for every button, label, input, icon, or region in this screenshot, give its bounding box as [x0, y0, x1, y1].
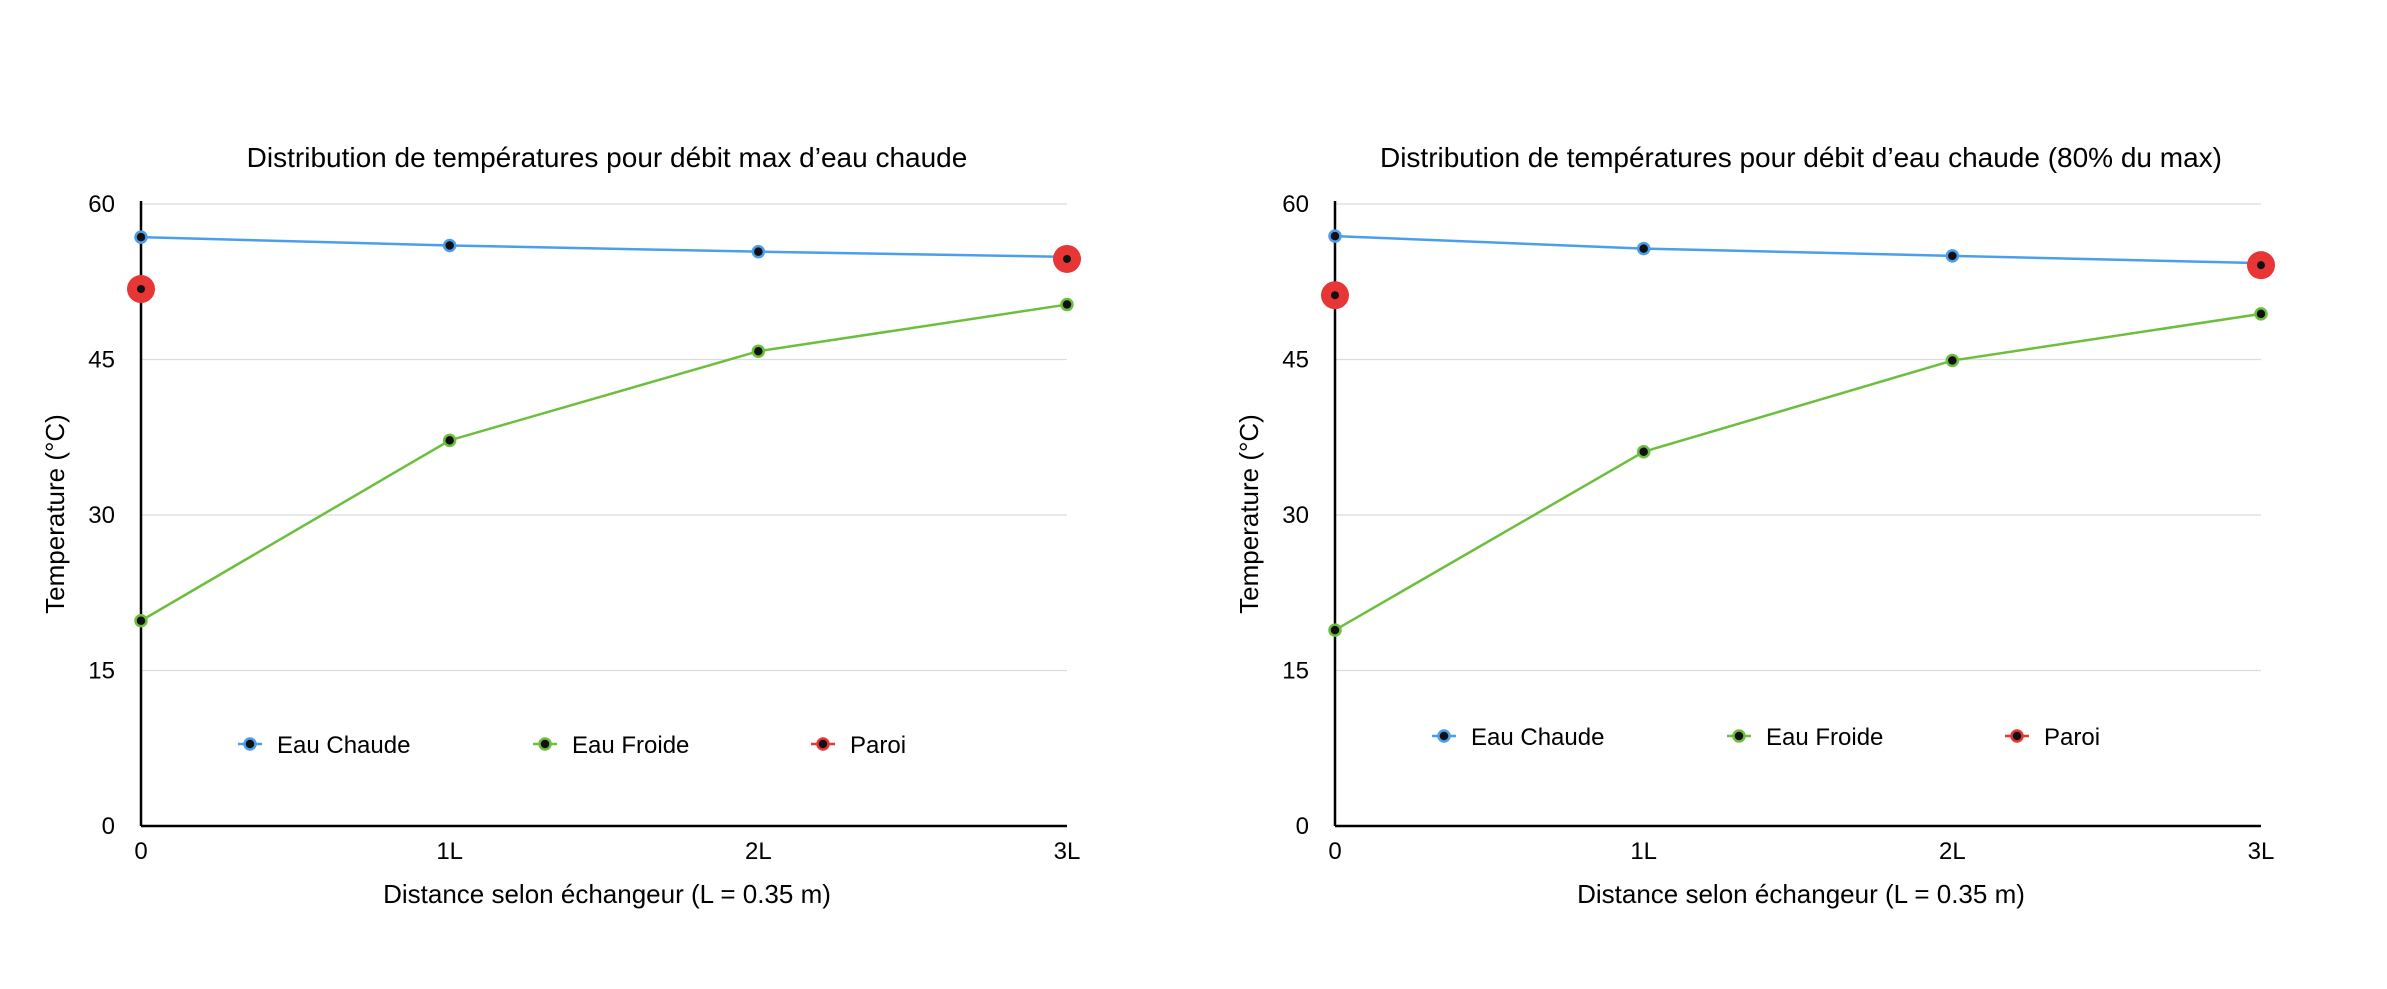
data-point — [1945, 249, 1960, 263]
data-point — [1060, 297, 1074, 312]
data-point — [1945, 353, 1960, 368]
x-axis-title: Distance selon échangeur (L = 0.35 m) — [1577, 879, 2025, 909]
x-tick-label: 1L — [436, 838, 463, 865]
y-tick-label: 15 — [88, 658, 115, 685]
data-point — [442, 433, 457, 448]
x-tick-label: 2L — [1939, 838, 1966, 865]
y-tick-label: 30 — [1282, 502, 1309, 529]
chart-80-percent-flow: Distribution de températures pour débit … — [1194, 0, 2387, 989]
legend-label: Eau Chaude — [1471, 724, 1604, 751]
legend-swatch-marker — [2010, 729, 2024, 743]
y-axis-title: Temperature (°C) — [1234, 414, 1264, 614]
series-line — [140, 303, 1068, 622]
legend-swatch-marker — [1732, 729, 1746, 743]
data-point — [1636, 241, 1651, 256]
chart-title: Distribution de températures pour débit … — [247, 142, 968, 173]
chart-svg-0: Distribution de températures pour débit … — [40, 142, 1081, 909]
y-tick-label: 45 — [88, 347, 115, 374]
data-point — [751, 344, 766, 358]
series-line — [1334, 312, 2262, 632]
y-tick-label: 45 — [1282, 347, 1309, 374]
x-tick-label: 0 — [1328, 838, 1341, 865]
legend-swatch-marker — [816, 737, 830, 751]
data-point — [134, 613, 148, 628]
chart-max-flow: Distribution de températures pour débit … — [0, 0, 1193, 989]
legend-label: Paroi — [2044, 724, 2100, 751]
legend-label: Eau Froide — [1766, 724, 1883, 751]
series-line — [1334, 234, 2262, 265]
data-point-center — [2257, 261, 2265, 270]
data-point — [442, 238, 457, 253]
series-line — [140, 235, 1068, 259]
data-point — [1636, 445, 1651, 459]
data-point — [134, 230, 148, 244]
data-point-center — [137, 285, 145, 294]
data-point-center — [1331, 291, 1339, 300]
chart-svg-1: Distribution de températures pour débit … — [1234, 142, 2275, 909]
legend-label: Paroi — [850, 732, 906, 759]
legend-swatch-marker — [243, 737, 257, 751]
legend-label: Eau Froide — [572, 732, 689, 759]
x-axis-title: Distance selon échangeur (L = 0.35 m) — [383, 879, 831, 909]
y-tick-label: 60 — [88, 191, 115, 218]
y-axis-title: Temperature (°C) — [40, 414, 70, 614]
data-point — [1328, 623, 1342, 637]
x-tick-label: 3L — [1054, 838, 1081, 865]
legend-swatch-marker — [1437, 729, 1451, 743]
y-tick-label: 0 — [1296, 813, 1309, 840]
y-tick-label: 15 — [1282, 658, 1309, 685]
x-tick-label: 2L — [745, 838, 772, 865]
x-tick-label: 3L — [2248, 838, 2275, 865]
x-tick-label: 0 — [134, 838, 147, 865]
data-point — [2254, 307, 2268, 321]
y-tick-label: 30 — [88, 502, 115, 529]
data-point — [1328, 229, 1342, 243]
legend-label: Eau Chaude — [277, 732, 410, 759]
x-tick-label: 1L — [1630, 838, 1657, 865]
data-point-center — [1063, 254, 1071, 263]
y-tick-label: 60 — [1282, 191, 1309, 218]
data-point — [751, 244, 766, 259]
chart-title: Distribution de températures pour débit … — [1380, 142, 2222, 173]
y-tick-label: 0 — [102, 813, 115, 840]
legend-swatch-marker — [538, 737, 552, 751]
